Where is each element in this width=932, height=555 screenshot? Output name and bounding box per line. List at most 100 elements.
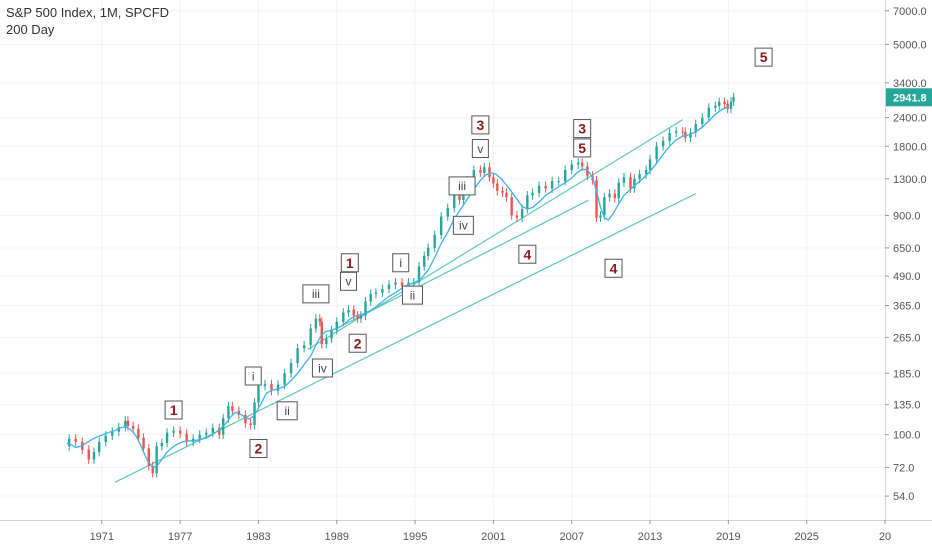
candle-body xyxy=(67,438,71,447)
candle-body xyxy=(417,266,421,283)
candle-body xyxy=(296,348,299,364)
price-tick-label: 650.0 xyxy=(893,243,921,255)
price-tick-label: 2400.0 xyxy=(893,113,927,125)
candle-body xyxy=(231,406,234,411)
candle-body xyxy=(347,309,350,313)
candle-body xyxy=(674,131,678,133)
candle-body xyxy=(472,169,476,181)
candle-body xyxy=(723,101,726,105)
candle-body xyxy=(689,132,692,138)
wave-label: 2 xyxy=(354,335,362,351)
candle-body xyxy=(633,178,636,189)
chart-title: S&P 500 Index, 1M, SPCFD xyxy=(6,5,170,20)
candle-body xyxy=(283,373,286,385)
wave-label-box xyxy=(754,47,773,67)
wave-label: 4 xyxy=(523,246,531,262)
wave-label-box xyxy=(392,253,410,273)
candle-body xyxy=(446,207,449,217)
candle-body xyxy=(526,195,529,209)
candle-body xyxy=(155,446,158,474)
chart-header: S&P 500 Index, 1M, SPCFD 200 Day xyxy=(6,4,169,38)
time-tick-label: 1977 xyxy=(168,531,192,543)
price-tick-label: 1300.0 xyxy=(893,174,927,186)
wave-label: 3 xyxy=(476,117,484,133)
candle-body xyxy=(577,162,580,165)
last-price-label: 2941.8 xyxy=(893,92,927,104)
moving-average-line xyxy=(66,106,729,469)
wave-label: 3 xyxy=(578,121,586,137)
wave-label-box xyxy=(348,333,367,353)
candle-body xyxy=(111,431,114,436)
candle-body xyxy=(270,384,273,391)
wave-label-box xyxy=(249,439,268,459)
price-tick-label: 490.0 xyxy=(893,271,921,283)
candle-body xyxy=(661,140,665,147)
candle-body xyxy=(644,169,648,175)
price-tick-label: 365.0 xyxy=(893,300,921,312)
candle-body xyxy=(218,427,221,435)
candle-body xyxy=(364,301,367,316)
candle-body xyxy=(570,164,573,170)
candle-body xyxy=(729,101,733,109)
candle-body xyxy=(394,282,397,285)
candle-body xyxy=(638,174,641,179)
wave-label: 1 xyxy=(170,402,178,418)
candle-body xyxy=(433,234,436,248)
wave-label: 1 xyxy=(346,255,354,271)
price-tick-label: 135.0 xyxy=(893,400,921,412)
wave-label: 5 xyxy=(578,140,586,156)
candle-body xyxy=(147,448,151,467)
time-tick-label: 1971 xyxy=(90,531,114,543)
candle-body xyxy=(714,105,717,108)
candle-body xyxy=(622,177,626,183)
wave-label: 5 xyxy=(760,49,768,65)
wave-label: iii xyxy=(458,179,466,193)
wave-label-box xyxy=(604,258,623,278)
candle-body xyxy=(160,442,164,447)
candle-body xyxy=(586,166,589,176)
ma-200-day-line xyxy=(66,106,729,469)
price-tick-label: 185.0 xyxy=(893,368,921,380)
candle-body xyxy=(684,131,687,138)
candle-body xyxy=(707,107,710,118)
candle-body xyxy=(617,182,620,199)
candle-body xyxy=(289,363,293,374)
candle-body xyxy=(314,318,318,329)
candle-body xyxy=(603,197,606,216)
price-tick-label: 5000.0 xyxy=(893,39,927,51)
candle-body xyxy=(335,321,338,331)
wave-label: iii xyxy=(312,287,320,301)
candle-body xyxy=(458,195,461,201)
wave-label-box xyxy=(471,139,489,159)
candle-body xyxy=(198,434,201,439)
wave-label: i xyxy=(252,369,255,383)
candle-body xyxy=(352,309,355,316)
candle-body xyxy=(142,437,145,449)
candle-body xyxy=(172,430,175,433)
last-price-badge xyxy=(886,88,932,107)
candle-body xyxy=(479,169,482,173)
candle-body xyxy=(496,183,499,191)
price-tick-label: 265.0 xyxy=(893,332,921,344)
candle-body xyxy=(369,293,372,302)
candle-body xyxy=(330,330,333,339)
candle-body xyxy=(732,97,735,102)
candle-body xyxy=(359,315,363,319)
candle-body xyxy=(309,328,312,346)
candle-body xyxy=(151,466,154,474)
candle-body xyxy=(356,315,359,319)
candle-body xyxy=(302,345,306,349)
wave-label-box xyxy=(452,215,474,235)
candle-body xyxy=(694,124,697,133)
candle-body xyxy=(595,180,598,218)
wave-label-box xyxy=(276,401,298,421)
wave-label: v xyxy=(477,142,483,156)
candle-body xyxy=(98,441,101,453)
price-tick-label: 54.0 xyxy=(893,491,914,503)
candle-body xyxy=(648,159,652,170)
candle-body xyxy=(87,449,90,460)
candle-body xyxy=(483,167,486,173)
